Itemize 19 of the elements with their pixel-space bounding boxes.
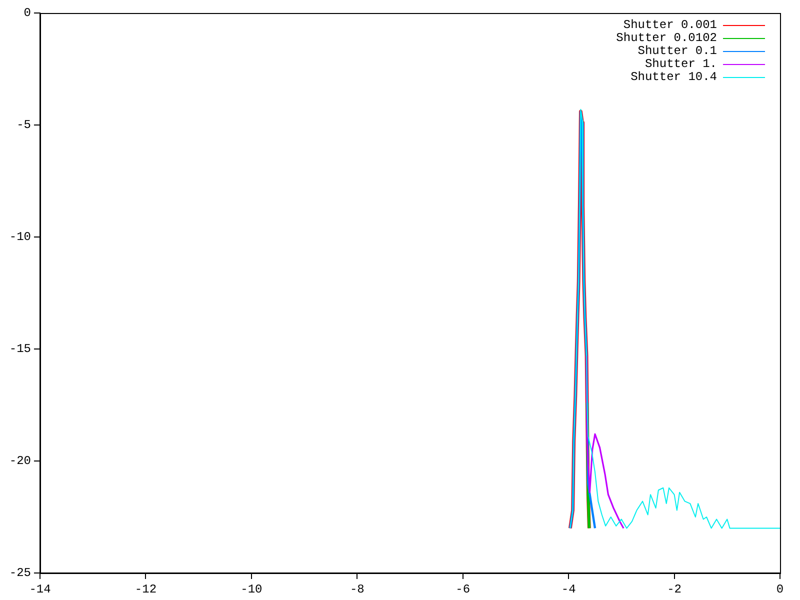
x-tick-label: -12	[134, 582, 157, 596]
legend-label: Shutter 1.	[644, 57, 717, 72]
x-tick-label: -8	[350, 582, 364, 596]
x-tick-label: -6	[456, 582, 470, 596]
legend-label: Shutter 0.1	[638, 44, 717, 58]
y-tick-label: -25	[9, 566, 31, 580]
y-tick-label: -15	[9, 342, 31, 356]
x-tick-label: -10	[240, 582, 262, 596]
y-tick-label: 0	[24, 6, 31, 20]
y-tick-label: -10	[9, 230, 31, 244]
x-tick-label: 0	[776, 582, 784, 596]
legend-label: Shutter 0.001	[623, 18, 717, 32]
x-tick-label: -4	[561, 582, 576, 596]
y-tick-label: -5	[16, 118, 31, 132]
legend-label: Shutter 0.0102	[616, 31, 717, 46]
y-tick-label: -20	[9, 454, 31, 468]
x-tick-label: -14	[29, 582, 51, 596]
x-tick-label: -2	[667, 582, 682, 596]
legend-label: Shutter 10.4	[630, 70, 717, 84]
